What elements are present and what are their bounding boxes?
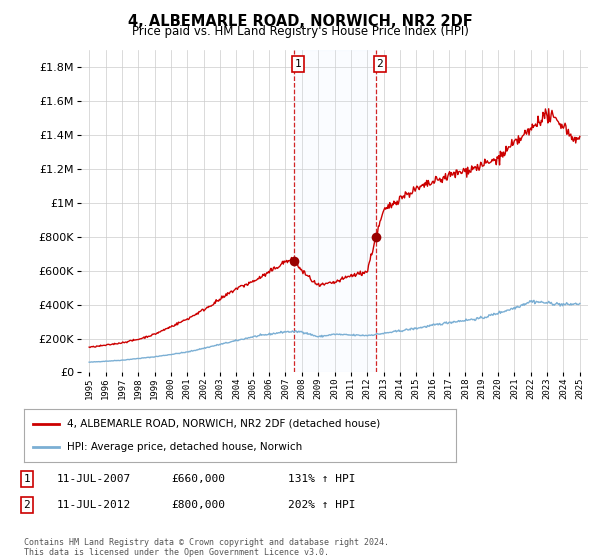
Text: 4, ALBEMARLE ROAD, NORWICH, NR2 2DF (detached house): 4, ALBEMARLE ROAD, NORWICH, NR2 2DF (det… <box>67 419 380 429</box>
Text: 1: 1 <box>23 474 31 484</box>
Bar <box>294 50 376 372</box>
Text: HPI: Average price, detached house, Norwich: HPI: Average price, detached house, Norw… <box>67 442 302 452</box>
Text: 11-JUL-2012: 11-JUL-2012 <box>57 500 131 510</box>
Text: Contains HM Land Registry data © Crown copyright and database right 2024.
This d: Contains HM Land Registry data © Crown c… <box>24 538 389 557</box>
Text: 2: 2 <box>23 500 31 510</box>
Text: 202% ↑ HPI: 202% ↑ HPI <box>288 500 355 510</box>
Text: £660,000: £660,000 <box>171 474 225 484</box>
Text: 131% ↑ HPI: 131% ↑ HPI <box>288 474 355 484</box>
Text: 2: 2 <box>377 59 383 69</box>
Text: 11-JUL-2007: 11-JUL-2007 <box>57 474 131 484</box>
Text: 1: 1 <box>295 59 302 69</box>
Text: Price paid vs. HM Land Registry's House Price Index (HPI): Price paid vs. HM Land Registry's House … <box>131 25 469 38</box>
Text: £800,000: £800,000 <box>171 500 225 510</box>
Text: 4, ALBEMARLE ROAD, NORWICH, NR2 2DF: 4, ALBEMARLE ROAD, NORWICH, NR2 2DF <box>128 14 472 29</box>
